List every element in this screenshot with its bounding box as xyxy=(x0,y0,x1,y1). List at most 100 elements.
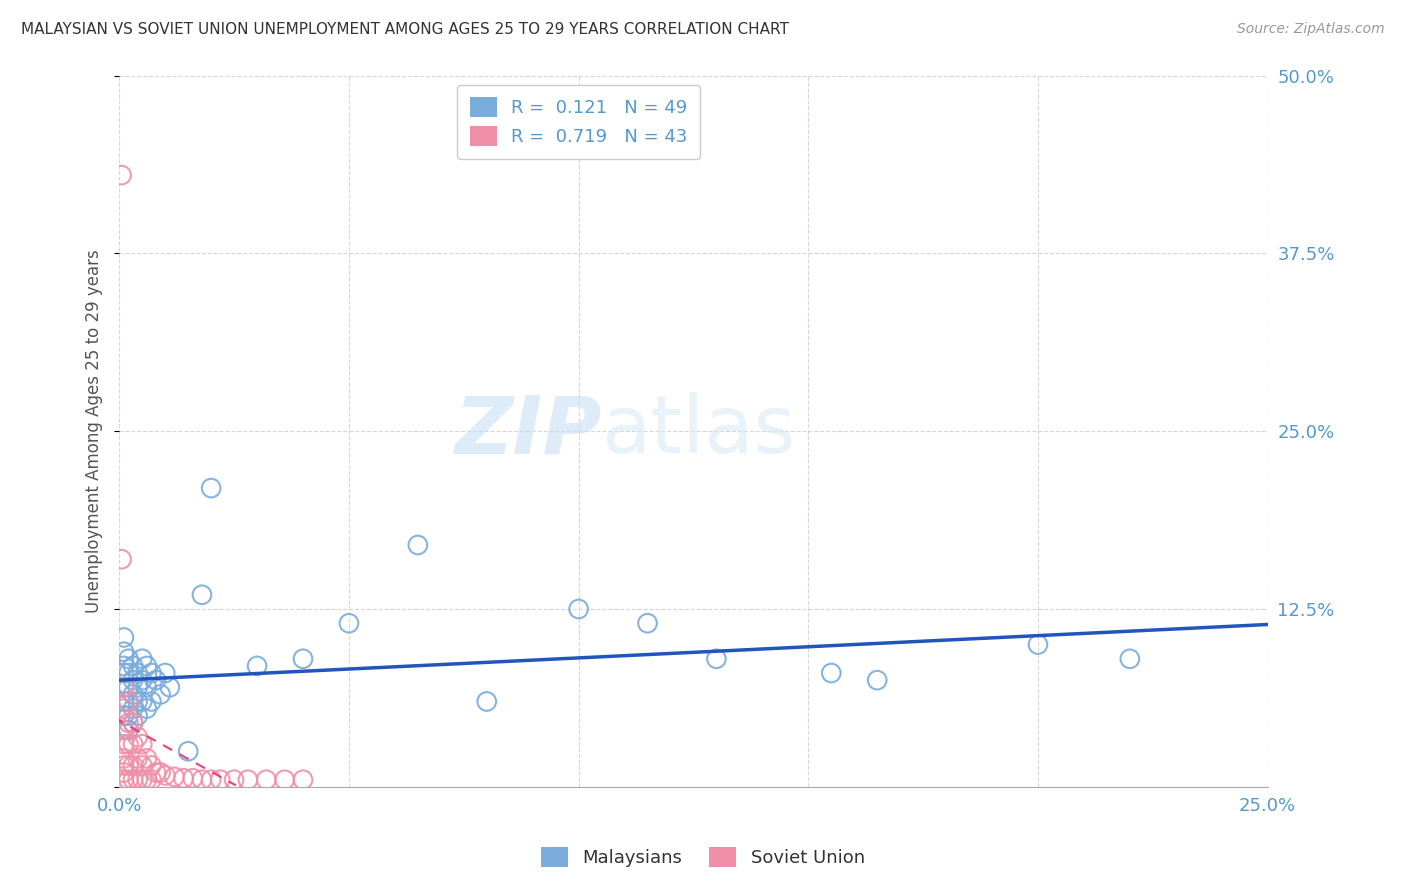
Point xyxy=(568,602,591,616)
Point xyxy=(191,772,214,787)
Point xyxy=(112,659,135,673)
Point xyxy=(141,758,163,772)
Point xyxy=(200,772,222,787)
Point xyxy=(117,737,139,751)
Point xyxy=(127,730,149,744)
Point xyxy=(273,772,295,787)
Point xyxy=(122,715,145,730)
Point xyxy=(117,694,139,708)
Point xyxy=(122,715,145,730)
Point xyxy=(112,645,135,659)
Point xyxy=(145,673,167,687)
Point xyxy=(135,680,157,694)
Point xyxy=(112,758,135,772)
Point xyxy=(127,694,149,708)
Point xyxy=(122,701,145,715)
Point xyxy=(112,680,135,694)
Point xyxy=(406,538,429,552)
Point xyxy=(112,701,135,715)
Point xyxy=(117,694,139,708)
Point xyxy=(820,666,842,681)
Point xyxy=(254,772,277,787)
Point xyxy=(112,772,135,787)
Point xyxy=(112,631,135,645)
Point xyxy=(145,765,167,780)
Point xyxy=(122,659,145,673)
Point xyxy=(163,770,186,784)
Point xyxy=(209,772,232,787)
Point xyxy=(337,616,360,631)
Point xyxy=(110,168,132,182)
Point xyxy=(112,694,135,708)
Text: MALAYSIAN VS SOVIET UNION UNEMPLOYMENT AMONG AGES 25 TO 29 YEARS CORRELATION CHA: MALAYSIAN VS SOVIET UNION UNEMPLOYMENT A… xyxy=(21,22,789,37)
Point xyxy=(866,673,889,687)
Point xyxy=(475,694,498,708)
Point xyxy=(141,694,163,708)
Point xyxy=(173,772,195,786)
Point xyxy=(112,765,135,780)
Point xyxy=(110,552,132,566)
Point xyxy=(246,659,269,673)
Text: atlas: atlas xyxy=(602,392,796,470)
Point xyxy=(1026,638,1049,652)
Point xyxy=(122,687,145,701)
Point xyxy=(127,666,149,681)
Point xyxy=(131,673,153,687)
Point xyxy=(122,772,145,787)
Point xyxy=(236,772,259,787)
Point xyxy=(117,666,139,681)
Y-axis label: Unemployment Among Ages 25 to 29 years: Unemployment Among Ages 25 to 29 years xyxy=(86,249,103,613)
Point xyxy=(131,772,153,787)
Point xyxy=(117,715,139,730)
Point xyxy=(177,744,200,758)
Point xyxy=(224,772,246,787)
Point xyxy=(191,588,214,602)
Point xyxy=(127,772,149,787)
Point xyxy=(122,673,145,687)
Point xyxy=(141,772,163,787)
Point xyxy=(1119,652,1142,666)
Point xyxy=(117,772,139,787)
Point xyxy=(135,751,157,765)
Point xyxy=(200,481,222,495)
Point xyxy=(135,772,157,787)
Point xyxy=(131,737,153,751)
Point xyxy=(149,765,172,780)
Point xyxy=(117,723,139,737)
Point xyxy=(117,680,139,694)
Point xyxy=(122,758,145,772)
Text: Source: ZipAtlas.com: Source: ZipAtlas.com xyxy=(1237,22,1385,37)
Point xyxy=(112,723,135,737)
Point xyxy=(117,758,139,772)
Text: ZIP: ZIP xyxy=(454,392,602,470)
Point xyxy=(112,751,135,765)
Point xyxy=(112,737,135,751)
Point xyxy=(127,708,149,723)
Point xyxy=(159,680,181,694)
Point xyxy=(122,737,145,751)
Point xyxy=(127,751,149,765)
Point xyxy=(112,666,135,681)
Point xyxy=(135,701,157,715)
Point xyxy=(131,694,153,708)
Point xyxy=(637,616,659,631)
Point xyxy=(112,723,135,737)
Point xyxy=(292,772,315,787)
Point xyxy=(127,680,149,694)
Point xyxy=(117,708,139,723)
Legend: R =  0.121   N = 49, R =  0.719   N = 43: R = 0.121 N = 49, R = 0.719 N = 43 xyxy=(457,85,700,159)
Legend: Malaysians, Soviet Union: Malaysians, Soviet Union xyxy=(534,839,872,874)
Point xyxy=(292,652,315,666)
Point xyxy=(112,708,135,723)
Point xyxy=(706,652,728,666)
Point xyxy=(117,652,139,666)
Point xyxy=(181,772,204,786)
Point xyxy=(149,687,172,701)
Point xyxy=(155,768,177,782)
Point xyxy=(131,652,153,666)
Point xyxy=(155,666,177,681)
Point xyxy=(141,666,163,681)
Point xyxy=(112,680,135,694)
Point xyxy=(135,659,157,673)
Point xyxy=(131,758,153,772)
